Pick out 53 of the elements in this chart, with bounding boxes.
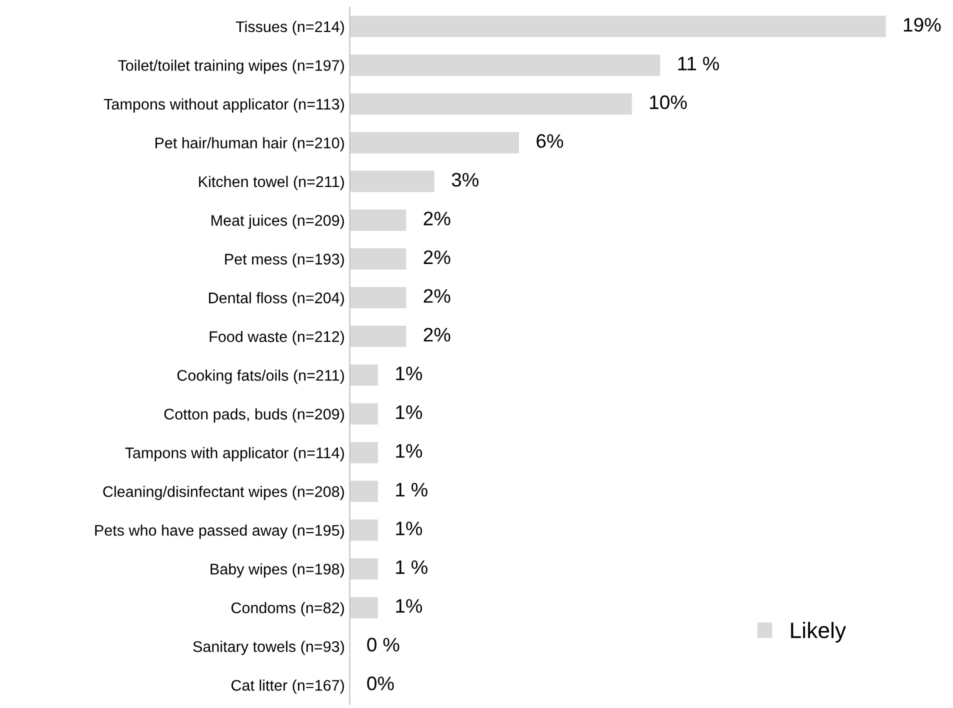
- y-tick-label: Condoms (n=82): [231, 602, 344, 616]
- y-tick-label: Pet mess (n=193): [225, 253, 344, 268]
- data-label: 6%: [536, 134, 564, 148]
- y-tick-label: Pets who have passed away (n=195): [95, 524, 344, 539]
- legend-label: Likely: [791, 622, 846, 643]
- bar: [350, 596, 378, 618]
- bar: [350, 210, 406, 231]
- y-tick-label: Tissues (n=214): [236, 20, 344, 36]
- bar: [350, 364, 378, 386]
- y-tick-label: Sanitary towels (n=93): [193, 640, 344, 656]
- data-label: 1%: [396, 366, 422, 380]
- y-tick-label: Baby wipes (n=198): [210, 563, 344, 578]
- data-label: 0 %: [367, 638, 400, 652]
- y-tick-label: Toilet/toilet training wipes (n=197): [118, 60, 344, 74]
- bar: [350, 519, 378, 541]
- data-label: 1%: [396, 599, 422, 613]
- data-label: 2%: [424, 250, 450, 264]
- data-label: 3%: [452, 172, 478, 187]
- bar: [350, 403, 378, 425]
- bar: [350, 16, 886, 38]
- y-tick-label: Dental floss (n=204): [209, 292, 344, 306]
- bar: [350, 54, 660, 76]
- bar: [350, 442, 378, 464]
- y-tick-label: Tampons with applicator (n=114): [125, 447, 344, 462]
- data-label: 2%: [424, 289, 450, 303]
- data-label: 2%: [424, 212, 450, 226]
- y-tick-label: Cooking fats/oils (n=211): [177, 370, 344, 384]
- bar: [350, 93, 632, 115]
- y-tick-label: Cleaning/disinfectant wipes (n=208): [103, 486, 344, 500]
- data-label: 2%: [424, 328, 450, 342]
- data-label: 0%: [367, 676, 394, 690]
- data-label: 1%: [396, 405, 422, 420]
- bar: [350, 480, 378, 502]
- y-tick-label: Cat litter (n=167): [231, 680, 344, 694]
- data-label: 1 %: [396, 482, 428, 497]
- y-tick-label: Kitchen towel (n=211): [199, 176, 344, 190]
- data-label: 11 %: [678, 56, 719, 70]
- y-tick-label: Tampons without applicator (n=113): [104, 98, 344, 113]
- data-label: 10%: [650, 95, 687, 110]
- y-tick-label: Food waste (n=212): [210, 330, 344, 346]
- data-label: 1%: [396, 444, 422, 458]
- bar: [350, 248, 406, 270]
- bar: [350, 132, 520, 154]
- y-tick-label: Meat juices (n=209): [212, 214, 344, 229]
- data-label: 1%: [396, 522, 422, 536]
- data-label: 1 %: [396, 560, 428, 574]
- y-tick-label: Pet hair/human hair (n=210): [156, 137, 344, 152]
- bar: [350, 287, 406, 308]
- bar: [350, 326, 406, 348]
- bar: [350, 170, 434, 192]
- bar: [350, 558, 378, 580]
- y-tick-label: Cotton pads, buds (n=209): [164, 408, 344, 423]
- data-label: 19%: [904, 18, 941, 32]
